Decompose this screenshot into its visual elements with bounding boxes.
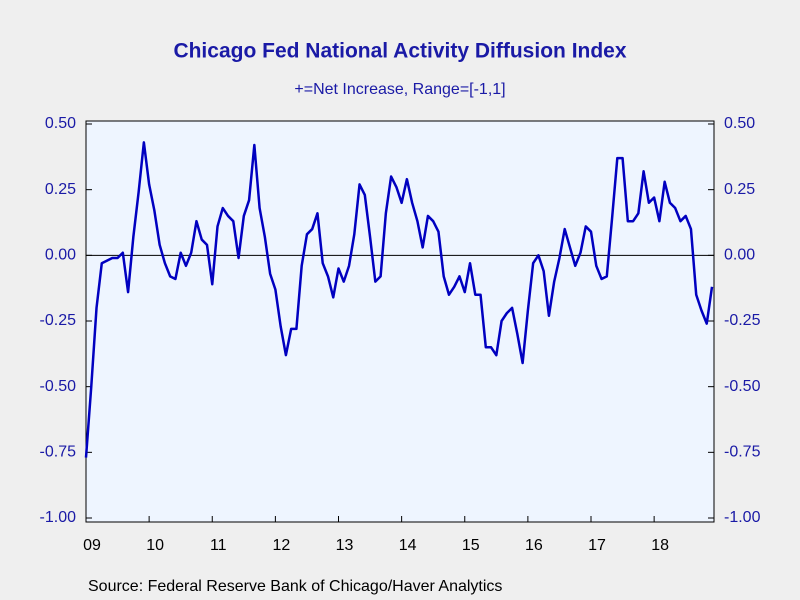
y-tick-label: 0.50 [45,115,76,132]
x-tick-label: 18 [651,537,669,554]
y-tick-label: -0.25 [40,312,77,329]
x-tick-label: 10 [146,537,164,554]
y2-tick-label: -0.75 [724,444,761,461]
x-tick-label: 12 [272,537,290,554]
x-tick-label: 13 [336,537,354,554]
y2-tick-label: 0.25 [724,181,755,198]
y2-tick-label: 0.00 [724,247,755,264]
x-tick-label: 17 [588,537,606,554]
source-note: Source: Federal Reserve Bank of Chicago/… [88,578,502,595]
y-tick-label: 0.25 [45,181,76,198]
y-tick-label: -0.50 [40,378,77,395]
y2-tick-label: -0.50 [724,378,761,395]
y-tick-label: 0.00 [45,247,76,264]
x-tick-label: 14 [399,537,417,554]
x-tick-label: 09 [83,537,101,554]
y2-tick-label: -1.00 [724,509,761,526]
data-line [84,141,714,458]
chart-subtitle: +=Net Increase, Range=[-1,1] [294,81,505,98]
y-tick-label: -0.75 [40,444,77,461]
x-tick-label: 11 [210,537,227,554]
plot-area [85,120,715,523]
y2-tick-label: -0.25 [724,312,761,329]
y2-tick-label: 0.50 [724,115,755,132]
x-tick-label: 15 [462,537,480,554]
x-tick-label: 16 [525,537,543,554]
y-tick-label: -1.00 [40,509,77,526]
chart-title: Chicago Fed National Activity Diffusion … [173,40,626,63]
